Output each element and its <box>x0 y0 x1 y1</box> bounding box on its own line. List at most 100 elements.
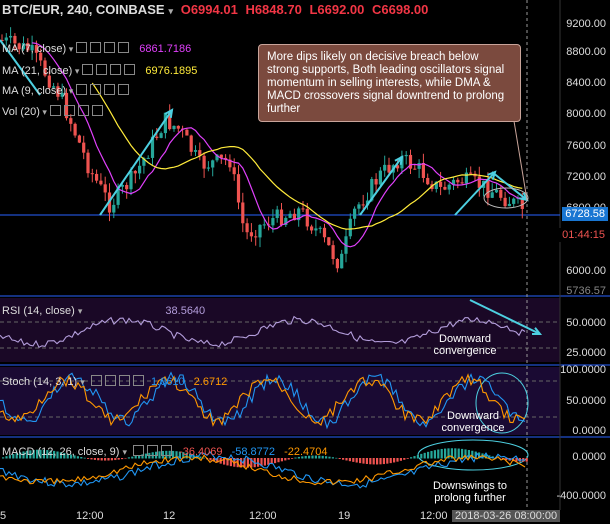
candle <box>331 240 335 265</box>
add-icon[interactable] <box>118 375 130 386</box>
macd-histogram-bar <box>444 448 447 459</box>
price-axis-label: 8800.00 <box>566 46 606 58</box>
candle <box>477 166 481 197</box>
candle <box>47 71 51 91</box>
macd-add-icon[interactable] <box>161 445 173 456</box>
settings-icon[interactable] <box>90 84 102 95</box>
macd-histogram-bar <box>22 451 25 459</box>
add-icon[interactable] <box>77 105 89 116</box>
macd-histogram-bar <box>488 455 491 459</box>
candle <box>168 104 172 131</box>
macd-histogram-bar <box>2 457 5 459</box>
trend-arrow <box>0 39 41 96</box>
close-icon[interactable] <box>118 84 130 95</box>
candle <box>245 218 249 240</box>
eye-icon[interactable] <box>76 84 88 95</box>
candle <box>258 224 262 248</box>
chevron-down-icon[interactable]: ▾ <box>72 66 80 76</box>
macd-histogram-bar <box>294 457 297 459</box>
macd-histogram-bar <box>267 458 270 465</box>
macd-histogram-bar <box>393 458 396 463</box>
eye-icon[interactable] <box>82 64 94 75</box>
macd-histogram-bar <box>117 458 120 460</box>
macd-histogram-bar <box>172 450 175 459</box>
macd-histogram-bar <box>311 455 314 459</box>
stoch-d-value: 2.6712 <box>193 376 228 388</box>
settings-icon[interactable] <box>63 105 75 116</box>
symbol-title[interactable]: BTC/EUR, 240, COINBASE <box>2 2 165 17</box>
rsi-label[interactable]: RSI (14, close) <box>2 305 75 317</box>
macd-histogram-bar <box>53 450 56 459</box>
stoch-k-value: 1.0610 <box>150 376 185 388</box>
macd-histogram-bar <box>233 458 236 467</box>
price-axis-label: 7200.00 <box>566 171 606 183</box>
candle <box>17 42 21 55</box>
candle <box>335 257 339 273</box>
eye-icon[interactable] <box>90 375 102 386</box>
macd-histogram-bar <box>416 454 419 459</box>
candle <box>34 40 38 63</box>
symbol-header: BTC/EUR, 240, COINBASE ▾ O6994.01 H6848.7… <box>2 2 429 17</box>
macd-histogram-bar <box>376 458 379 465</box>
chevron-down-icon[interactable]: ▾ <box>39 107 47 117</box>
macd-histogram-bar <box>250 458 253 468</box>
candle <box>408 149 413 174</box>
last-price-tag: 6728.58 <box>562 207 608 221</box>
chevron-down-icon[interactable]: ▾ <box>66 44 74 54</box>
candle <box>56 82 60 101</box>
macd-histogram-bar <box>338 458 341 460</box>
macd-histogram-bar <box>399 458 402 461</box>
candle <box>129 167 133 196</box>
settings-icon[interactable] <box>90 42 102 53</box>
macd-histogram-bar <box>114 458 117 461</box>
macd-hist-value: -36.4069 <box>179 446 223 458</box>
add-icon[interactable] <box>104 84 116 95</box>
macd-histogram-bar <box>240 458 243 468</box>
macd-histogram-bar <box>182 452 185 459</box>
settings-icon[interactable] <box>96 64 108 75</box>
settings-icon[interactable] <box>104 375 116 386</box>
macd-histogram-bar <box>32 449 35 459</box>
candle <box>486 172 490 206</box>
stoch-label[interactable]: Stoch (14, 3, 1) <box>2 376 78 388</box>
candle <box>219 154 223 164</box>
macd-settings-icon[interactable] <box>147 445 159 456</box>
eye-icon[interactable] <box>49 105 61 116</box>
close-icon[interactable] <box>124 64 136 75</box>
candle <box>318 226 322 234</box>
indicator-label[interactable]: Vol (20) <box>2 106 40 118</box>
macd-histogram-bar <box>90 458 93 460</box>
chevron-down-icon[interactable]: ▾ <box>66 86 74 96</box>
macd-histogram-bar <box>328 456 331 459</box>
macd-histogram-bar <box>124 458 127 459</box>
macd-eye-icon[interactable] <box>133 445 145 456</box>
indicator-label[interactable]: MA (9, close) <box>2 85 67 97</box>
indicator-label[interactable]: MA (21, close) <box>2 65 73 77</box>
add-icon[interactable] <box>110 64 122 75</box>
macd-histogram-bar <box>274 458 277 464</box>
indicator-value: 6976.1895 <box>145 65 198 77</box>
indicator-legend-row: Vol (20) ▾ <box>2 105 103 118</box>
indicator-label[interactable]: MA (7, close) <box>2 43 67 55</box>
close-icon[interactable] <box>118 42 130 53</box>
time-axis-label: 12:00 <box>76 510 104 522</box>
eye-icon[interactable] <box>76 42 88 53</box>
macd-label[interactable]: MACD (12, 26, close, 9) <box>2 446 120 458</box>
macd-histogram-bar <box>229 458 232 467</box>
macd-histogram-bar <box>314 455 317 459</box>
candle <box>43 57 47 78</box>
candle <box>185 128 189 136</box>
candle <box>146 155 150 159</box>
macd-histogram-bar <box>63 452 66 459</box>
macd-histogram-bar <box>430 450 433 459</box>
macd-histogram-bar <box>110 458 113 461</box>
candle <box>348 213 352 240</box>
macd-histogram-bar <box>440 448 443 459</box>
macd-histogram-bar <box>335 457 338 459</box>
close-icon[interactable] <box>91 105 103 116</box>
close-icon[interactable] <box>132 375 144 386</box>
macd-histogram-bar <box>165 450 168 459</box>
open-value: O6994.01 <box>180 2 238 17</box>
add-icon[interactable] <box>104 42 116 53</box>
candle <box>469 166 473 175</box>
